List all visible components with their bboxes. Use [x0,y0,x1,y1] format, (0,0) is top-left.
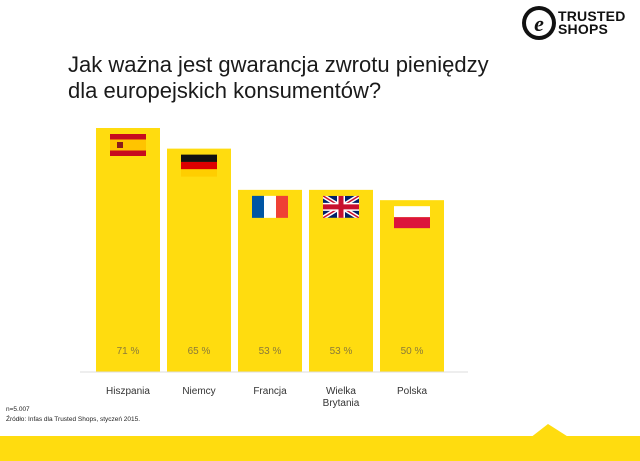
source-note: Źródło: Infas dla Trusted Shops, styczeń… [6,416,141,423]
poland-flag-icon [394,206,430,229]
logo-glyph: e [534,11,544,36]
title-line1: Jak ważna jest gwarancja zwrotu pieniędz… [68,52,489,77]
footer-notch-icon [530,424,570,438]
category-label: Hiszpania [106,386,150,397]
category-label: Francja [253,386,287,397]
page-title: Jak ważna jest gwarancja zwrotu pieniędz… [68,52,508,104]
value-label: 50 % [401,346,424,357]
category-label: Brytania [323,398,360,409]
bar-niemcy [167,148,231,372]
bar-hiszpania [96,128,160,372]
bar-polska [380,200,444,372]
category-label: Wielka [326,386,356,397]
value-label: 53 % [259,346,282,357]
spain-flag-icon [110,134,146,156]
value-label: 71 % [117,346,140,357]
france-flag-icon [252,195,288,218]
trusted-shops-logo: e [520,4,635,44]
logo-line1: TRUSTED [558,8,626,24]
trusted-shops-seal-icon: e [522,6,556,40]
category-label: Polska [397,386,427,397]
bar-wielka-brytania [309,189,373,372]
bar-francja [238,189,302,372]
logo-wordmark: TRUSTED SHOPS [558,8,626,37]
sample-size-note: n=5.007 [6,406,30,413]
germany-flag-icon [181,154,217,177]
value-label: 53 % [330,346,353,357]
logo-line2: SHOPS [558,21,609,37]
title-line2: dla europejskich konsumentów? [68,78,382,103]
uk-flag-icon [323,195,359,218]
value-label: 65 % [188,346,211,357]
footer-band [0,436,640,461]
category-label: Niemcy [182,386,215,397]
